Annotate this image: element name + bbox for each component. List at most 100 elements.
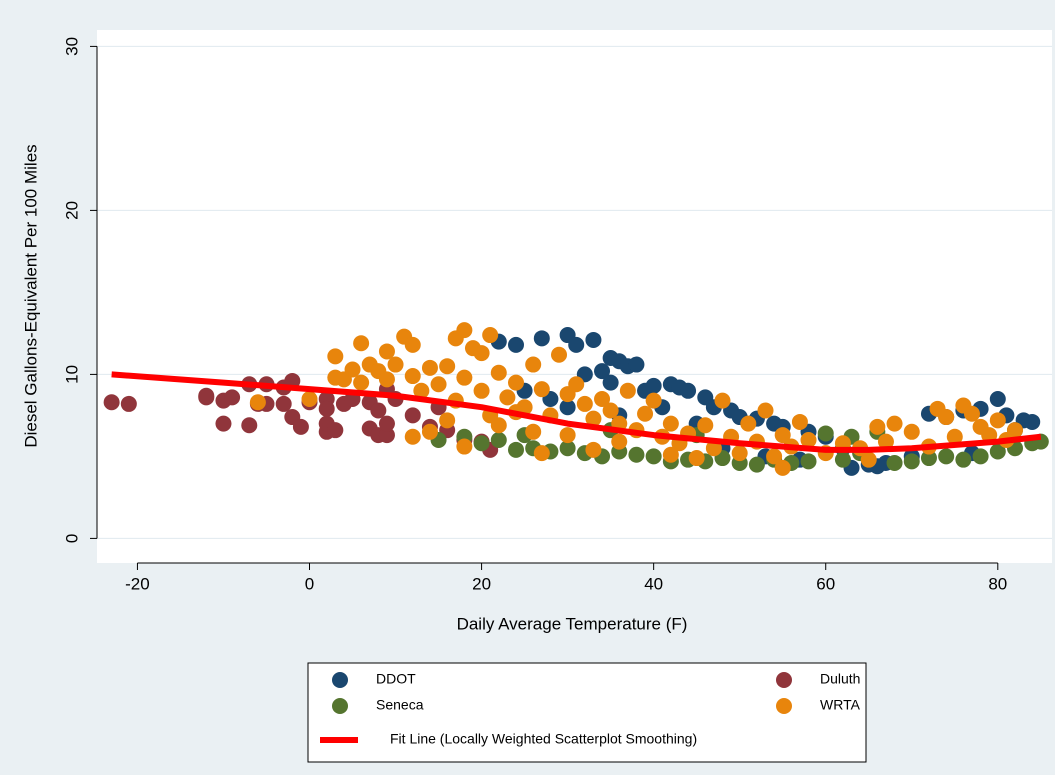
- point: [869, 418, 886, 435]
- point: [697, 417, 714, 434]
- point: [938, 448, 955, 465]
- point: [791, 413, 808, 430]
- point: [387, 356, 404, 373]
- point: [748, 456, 765, 473]
- point: [585, 331, 602, 348]
- point: [507, 336, 524, 353]
- point: [327, 348, 344, 365]
- point: [559, 427, 576, 444]
- x-tick-label: 40: [644, 574, 663, 593]
- point: [568, 336, 585, 353]
- point: [533, 445, 550, 462]
- legend-label: WRTA: [820, 697, 861, 713]
- point: [421, 359, 438, 376]
- point: [318, 400, 335, 417]
- point: [989, 443, 1006, 460]
- point: [507, 441, 524, 458]
- point: [834, 451, 851, 468]
- point: [800, 432, 817, 448]
- point: [594, 363, 611, 380]
- point: [611, 433, 628, 450]
- point: [989, 391, 1006, 407]
- point: [404, 407, 421, 424]
- point: [955, 451, 972, 468]
- point: [456, 369, 473, 386]
- point: [637, 405, 654, 422]
- point: [585, 410, 602, 427]
- point: [215, 415, 232, 432]
- y-tick-label: 20: [62, 201, 81, 220]
- point: [963, 405, 980, 422]
- point: [877, 433, 894, 450]
- point: [946, 428, 963, 445]
- point: [714, 392, 731, 409]
- point: [860, 451, 877, 468]
- point: [731, 445, 748, 462]
- point: [103, 394, 120, 411]
- point: [594, 391, 611, 407]
- point: [680, 382, 697, 399]
- point: [533, 330, 550, 347]
- point: [903, 423, 920, 440]
- point: [525, 423, 542, 440]
- legend-box: [307, 662, 867, 763]
- point: [938, 409, 955, 426]
- legend-marker: [332, 672, 348, 688]
- y-tick-label: 0: [62, 534, 81, 543]
- point: [972, 448, 989, 465]
- point: [774, 459, 791, 476]
- point: [292, 418, 309, 435]
- point: [490, 432, 507, 448]
- point: [378, 415, 395, 432]
- legend-marker: [776, 672, 792, 688]
- point: [378, 371, 395, 388]
- point: [817, 425, 834, 442]
- point: [662, 446, 679, 463]
- point: [551, 346, 568, 363]
- x-tick-label: 80: [988, 574, 1007, 593]
- point: [507, 374, 524, 391]
- point: [353, 374, 370, 391]
- point: [241, 417, 258, 434]
- point: [662, 415, 679, 432]
- point: [533, 381, 550, 398]
- point: [559, 399, 576, 416]
- point: [327, 422, 344, 439]
- point: [404, 336, 421, 353]
- point: [473, 345, 490, 362]
- point: [628, 446, 645, 463]
- legend-label: DDOT: [376, 671, 416, 687]
- legend-marker: [776, 698, 792, 714]
- point: [903, 453, 920, 470]
- point: [645, 377, 662, 394]
- point: [619, 382, 636, 399]
- point: [800, 453, 817, 470]
- point: [378, 427, 395, 444]
- point: [774, 427, 791, 444]
- point: [353, 335, 370, 352]
- x-tick-label: -20: [125, 574, 150, 593]
- point: [559, 440, 576, 457]
- point: [120, 395, 137, 412]
- point: [886, 454, 903, 471]
- fit-line: [111, 371, 1042, 453]
- point: [525, 356, 542, 373]
- point: [1024, 413, 1041, 430]
- point: [989, 412, 1006, 429]
- x-tick-label: 60: [816, 574, 835, 593]
- point: [413, 382, 430, 399]
- point: [568, 376, 585, 393]
- legend-label: Duluth: [820, 671, 860, 687]
- point: [439, 358, 456, 375]
- point: [920, 450, 937, 467]
- point: [404, 368, 421, 385]
- point: [456, 322, 473, 339]
- legend-label: Fit Line (Locally Weighted Scatterplot S…: [390, 731, 697, 747]
- point: [886, 415, 903, 432]
- point: [198, 387, 215, 404]
- point: [688, 450, 705, 467]
- point: [301, 391, 318, 407]
- point: [645, 448, 662, 465]
